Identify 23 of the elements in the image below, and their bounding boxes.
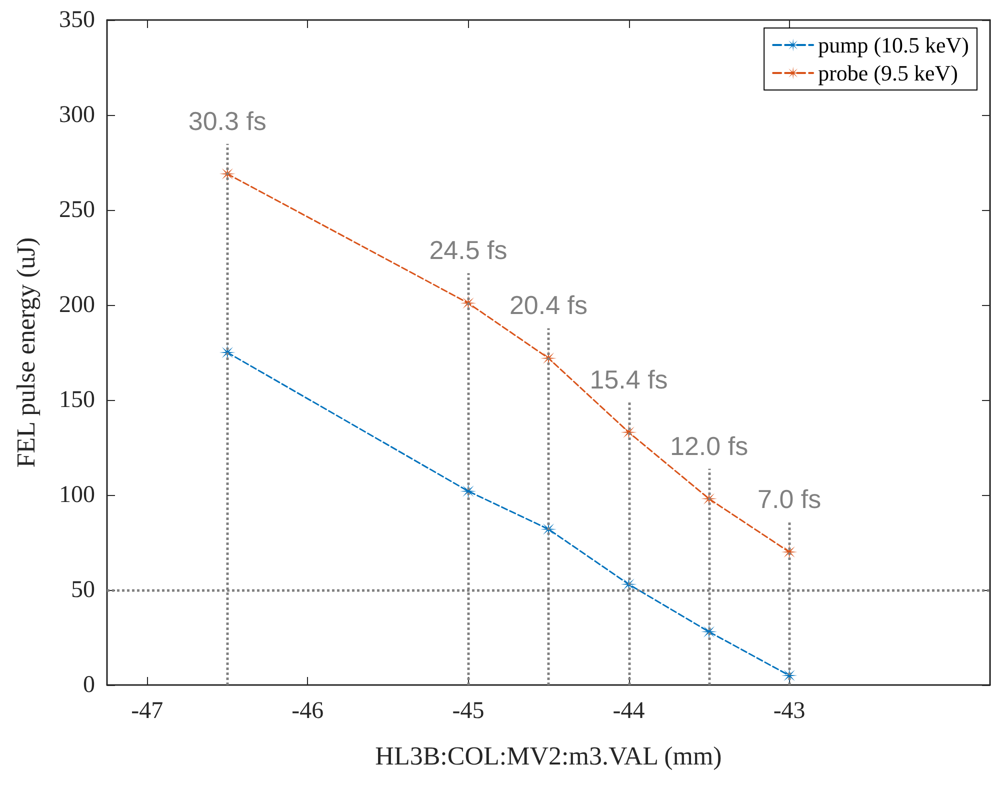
legend-label: pump (10.5 keV) — [818, 32, 970, 58]
x-tick-label: -44 — [612, 698, 645, 724]
x-tick-label: -47 — [131, 698, 164, 724]
y-tick-label: 350 — [59, 7, 95, 33]
ref-line-label: 30.3 fs — [188, 106, 266, 136]
ref-line-label: 24.5 fs — [429, 235, 508, 266]
legend-label: probe (9.5 keV) — [818, 60, 958, 86]
y-tick-label: 50 — [71, 577, 95, 603]
x-tick-label: -45 — [452, 698, 484, 724]
y-tick-label: 100 — [59, 482, 95, 508]
y-tick-label: 0 — [83, 672, 95, 698]
y-tick-label: 200 — [59, 292, 95, 318]
ref-line-label: 20.4 fs — [509, 290, 588, 320]
ref-line-label: 15.4 fs — [590, 364, 668, 394]
y-tick-label: 250 — [59, 197, 95, 223]
y-axis-title: FEL pulse energy (uJ) — [12, 237, 40, 468]
x-axis-title: HL3B:COL:MV2:m3.VAL (mm) — [375, 742, 722, 770]
ref-line-label: 7.0 fs — [758, 484, 822, 514]
y-tick-label: 300 — [59, 102, 95, 128]
x-tick-label: -46 — [292, 698, 324, 724]
y-tick-label: 150 — [59, 387, 95, 413]
ref-line-label: 12.0 fs — [670, 430, 748, 461]
x-tick-label: -43 — [773, 698, 806, 724]
